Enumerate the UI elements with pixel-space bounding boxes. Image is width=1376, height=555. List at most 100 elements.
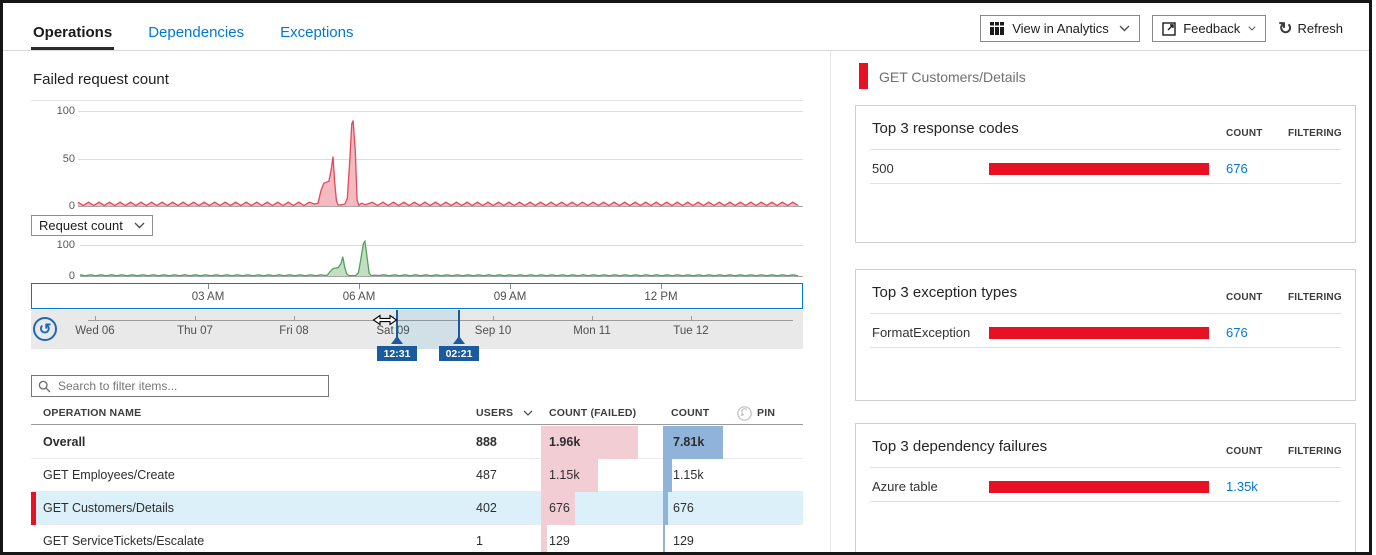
table-header: OPERATION NAME USERS COUNT (FAILED) COUN… <box>31 403 803 425</box>
operation-name: GET ServiceTickets/Escalate <box>43 534 205 548</box>
count-value: 7.81k <box>673 435 705 449</box>
filtering-column-header[interactable]: FILTERING <box>1288 292 1342 303</box>
column-count[interactable]: COUNT <box>671 407 710 419</box>
timeline-day-label: Sat 09 <box>376 325 410 337</box>
filtering-column-header[interactable]: FILTERING <box>1288 446 1342 457</box>
failed-request-chart-title: Failed request count <box>33 71 169 88</box>
day-tick <box>592 316 593 321</box>
divider <box>870 501 1341 502</box>
column-operation-name[interactable]: OPERATION NAME <box>43 407 142 419</box>
count-link[interactable]: 1.35k <box>1226 479 1258 494</box>
brush-right-handle[interactable] <box>458 310 460 344</box>
brush-right-handle-grip[interactable] <box>453 336 465 344</box>
table-row-overall[interactable]: Overall 888 1.96k 7.81k <box>31 426 803 459</box>
gridline <box>80 276 803 277</box>
refresh-button[interactable]: ↻ Refresh <box>1278 20 1343 37</box>
users-value: 402 <box>476 501 497 515</box>
gridline <box>78 158 803 160</box>
card-title: Top 3 dependency failures <box>872 438 1048 455</box>
day-tick <box>691 316 692 321</box>
operation-name: GET Employees/Create <box>43 468 175 482</box>
day-tick <box>95 316 96 321</box>
operation-name: Overall <box>43 435 86 449</box>
operation-name: GET Customers/Details <box>43 501 175 515</box>
card-title: Top 3 exception types <box>872 284 1018 301</box>
count-bar <box>989 481 1209 493</box>
table-row[interactable]: GET Employees/Create 487 1.15k 1.15k <box>31 459 803 492</box>
toolbar: View in Analytics Feedback ↻ Refresh <box>980 15 1343 42</box>
selected-operation-color-block <box>859 63 868 89</box>
divider <box>870 313 1341 314</box>
failed-count-value: 129 <box>549 534 570 548</box>
count-bar <box>989 327 1209 339</box>
divider <box>870 183 1341 184</box>
timeline-day-label: Tue 12 <box>673 325 709 337</box>
filtering-column-header[interactable]: FILTERING <box>1288 128 1342 139</box>
timeline-day-label: Sep 10 <box>474 325 512 337</box>
table-row-selected[interactable]: GET Customers/Details 402 676 676 <box>31 492 803 525</box>
brush-left-handle-grip[interactable] <box>391 336 403 344</box>
count-column-header: COUNT <box>1226 128 1263 139</box>
selected-operation-title: GET Customers/Details <box>879 69 1026 85</box>
y-axis-tick-label: 0 <box>68 270 75 282</box>
sort-chevron-down-icon[interactable] <box>523 410 533 416</box>
failed-count-value: 676 <box>549 501 570 515</box>
response-code-label: 500 <box>872 161 894 176</box>
time-axis-tick <box>510 284 511 289</box>
y-axis-tick-label: 100 <box>56 105 75 117</box>
brush-start-time-label: 12:31 <box>377 346 417 361</box>
panel-divider <box>830 51 831 552</box>
pin-icon <box>737 406 752 421</box>
column-count-failed[interactable]: COUNT (FAILED) <box>549 407 637 419</box>
count-value: 676 <box>673 501 694 515</box>
y-axis-tick-label: 50 <box>62 152 75 165</box>
reset-zoom-button[interactable]: ↺ <box>33 317 57 341</box>
search-icon <box>38 380 51 393</box>
view-in-analytics-button[interactable]: View in Analytics <box>980 15 1141 42</box>
time-range-brush[interactable]: Wed 06 Thu 07 Fri 08 Sat 09 Sep 10 Mon 11 Tue … <box>31 310 803 361</box>
y-axis-tick-label: 0 <box>68 200 75 212</box>
card-top-exception-types: Top 3 exception types COUNT FILTERING Fo… <box>855 269 1356 401</box>
gridline <box>80 245 803 246</box>
time-axis-box: 03 AM 06 AM 09 AM 12 PM <box>31 283 803 309</box>
divider <box>870 467 1341 468</box>
search-input[interactable] <box>56 377 324 395</box>
users-value: 888 <box>476 435 497 449</box>
refresh-label: Refresh <box>1297 21 1343 36</box>
brush-end-time-label: 02:21 <box>439 346 479 361</box>
tab-operations[interactable]: Operations <box>30 24 115 50</box>
time-axis-tick-label: 03 AM <box>191 291 225 303</box>
day-tick <box>294 316 295 321</box>
view-in-analytics-label: View in Analytics <box>1012 21 1109 36</box>
time-axis-tick-label: 09 AM <box>493 291 527 303</box>
count-link[interactable]: 676 <box>1226 325 1248 340</box>
dependency-label: Azure table <box>872 479 938 494</box>
feedback-button[interactable]: Feedback <box>1152 15 1267 42</box>
y-axis-tick-label: 100 <box>56 239 75 251</box>
selected-row-accent <box>31 492 36 525</box>
time-axis-tick-label: 12 PM <box>644 291 678 303</box>
feedback-label: Feedback <box>1183 21 1241 36</box>
brush-left-handle[interactable] <box>396 310 398 344</box>
metric-dropdown[interactable]: Request count <box>31 215 153 236</box>
undo-icon: ↺ <box>38 321 52 338</box>
analytics-grid-icon <box>990 22 1005 35</box>
table-row[interactable]: GET ServiceTickets/Escalate 1 129 129 <box>31 525 803 552</box>
tabbar-divider <box>3 50 1369 51</box>
count-value: 1.15k <box>673 468 704 482</box>
tab-exceptions[interactable]: Exceptions <box>280 24 354 41</box>
time-axis-tick <box>208 284 209 289</box>
tab-dependencies[interactable]: Dependencies <box>148 24 245 41</box>
time-axis-tick <box>359 284 360 289</box>
column-pin[interactable]: PIN <box>757 407 776 419</box>
brush-selection[interactable] <box>397 310 458 349</box>
card-top-dependency-failures: Top 3 dependency failures COUNT FILTERIN… <box>855 423 1356 552</box>
divider <box>870 347 1341 348</box>
external-link-icon <box>1162 21 1176 36</box>
brush-baseline <box>88 320 793 321</box>
chevron-down-icon <box>134 222 145 229</box>
count-link[interactable]: 676 <box>1226 161 1248 176</box>
column-users[interactable]: USERS <box>476 407 514 419</box>
